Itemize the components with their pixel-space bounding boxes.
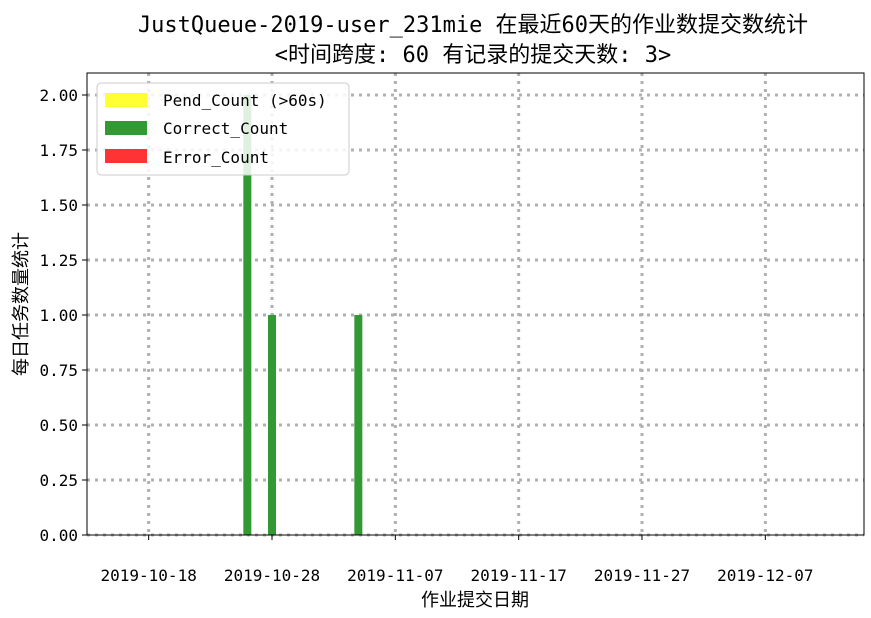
x-tick-label: 2019-11-07	[347, 566, 443, 585]
bars	[243, 95, 363, 535]
legend-swatch-pend	[105, 93, 147, 107]
bar-correct-count	[354, 315, 363, 535]
x-axis-ticks: 2019-10-18 2019-10-28 2019-11-07 2019-11-17…	[101, 535, 813, 585]
bar-correct-count	[243, 95, 252, 535]
y-tick-label: 2.00	[39, 86, 78, 105]
y-tick-label: 0.50	[39, 416, 78, 435]
x-tick-label: 2019-10-18	[101, 566, 197, 585]
bar-correct-count	[268, 315, 276, 535]
x-tick-label: 2019-11-17	[471, 566, 567, 585]
legend: Pend_Count (>60s) Correct_Count Error_Co…	[96, 82, 350, 176]
chart-title-line1: JustQueue-2019-user_231mie 在最近60天的作业数提交数…	[138, 13, 808, 38]
chart-title-line2: <时间跨度: 60 有记录的提交天数: 3>	[275, 43, 671, 68]
y-tick-label: 1.00	[39, 306, 78, 325]
legend-label-pend: Pend_Count (>60s)	[163, 91, 327, 110]
y-axis-ticks: 0.00 0.25 0.50 0.75 1.00 1.25 1.50 1.75 2.00	[39, 86, 87, 545]
y-tick-label: 0.00	[39, 526, 78, 545]
y-tick-label: 0.25	[39, 471, 78, 490]
x-tick-label: 2019-11-27	[594, 566, 690, 585]
legend-label-correct: Correct_Count	[163, 119, 288, 138]
y-tick-label: 0.75	[39, 361, 78, 380]
legend-box	[96, 82, 350, 176]
y-tick-label: 1.75	[39, 141, 78, 160]
x-tick-label: 2019-12-07	[717, 566, 813, 585]
y-tick-label: 1.25	[39, 251, 78, 270]
x-axis-label: 作业提交日期	[421, 590, 529, 611]
plot-frame	[86, 72, 865, 536]
legend-label-error: Error_Count	[163, 148, 269, 167]
legend-swatch-correct	[105, 121, 147, 135]
legend-swatch-error	[105, 149, 147, 163]
y-axis-label: 每日任务数量统计	[11, 232, 32, 376]
x-tick-label: 2019-10-28	[224, 566, 320, 585]
y-tick-label: 1.50	[39, 196, 78, 215]
